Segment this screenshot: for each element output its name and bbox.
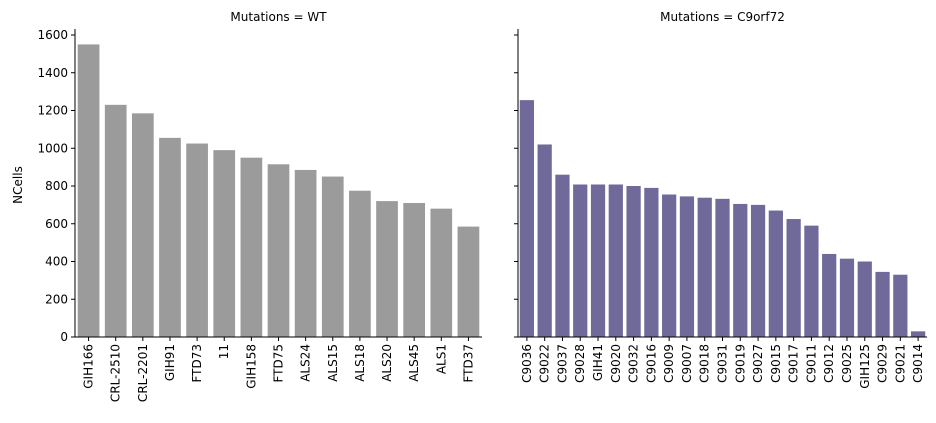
y-tick-label: 1600 [37,28,68,42]
x-tick-label: C9014 [911,344,925,383]
bar [839,258,855,337]
bar [186,143,208,337]
x-tick-label: CRL-2510 [109,344,123,402]
bar [662,194,677,337]
bar [403,202,426,337]
bar [537,144,552,337]
x-tick-label: C9017 [787,344,801,383]
x-tick-label: C9012 [822,344,836,383]
y-tick-label: 0 [60,330,68,344]
bar [679,196,695,337]
bar [131,113,154,337]
y-tick-label: 800 [45,179,68,193]
y-tick-label: 600 [45,217,68,231]
x-tick-label: C9028 [573,344,587,383]
y-tick-label: 1200 [37,104,68,118]
bar [267,164,290,337]
bar [430,208,453,337]
x-tick-label: C9029 [876,344,890,383]
x-tick-label: CRL-2201 [136,344,150,402]
x-tick-label: ALS15 [326,344,340,382]
x-tick-label: ALS20 [380,344,394,382]
bar [750,204,766,337]
x-tick-label: C9021 [893,344,907,383]
bar [77,44,100,337]
bar [519,100,535,338]
x-tick-label: C9025 [840,344,854,383]
x-tick-label: GIH158 [244,344,258,389]
x-tick-label: C9015 [769,344,783,383]
bar [644,187,659,337]
bar [294,169,317,337]
x-tick-label: ALS45 [407,344,421,382]
x-tick-label: FTD75 [272,344,286,383]
x-tick-label: ALS18 [353,344,367,382]
y-tick-label: 400 [45,255,68,269]
bar [715,198,730,337]
bar [240,157,263,337]
x-tick-label: C9037 [555,344,569,383]
bar [590,184,606,337]
facet-panels: Mutations = WT GIH166 CRL-2510 CRL-2201 GIH9… [37,10,927,402]
x-tick-label: C9007 [680,344,694,383]
x-tick-label: C9032 [627,344,641,383]
bar [875,271,890,337]
bar [786,219,801,337]
y-axis-label: NCells [11,166,25,204]
x-tick-label: 11 [217,344,231,359]
x-tick-label: C9018 [698,344,712,383]
y-tick-label: 200 [45,292,68,306]
x-tick-label: C9031 [716,344,730,383]
x-tick-label: C9019 [733,344,747,383]
x-tick-label: C9022 [538,344,552,383]
x-tick-label: FTD73 [190,344,204,383]
panel-title: Mutations = WT [230,10,327,24]
bar [349,190,371,337]
bar [213,150,236,337]
bar [376,201,398,337]
bar [822,253,837,337]
x-tick-label: ALS24 [299,344,313,382]
x-tick-label: C9020 [609,344,623,383]
bar [573,184,588,337]
y-tick-label: 1000 [37,141,68,155]
x-tick-label: GIH125 [858,344,872,389]
bar [804,225,819,337]
x-tick-label: GIH91 [163,344,177,381]
facet-panel-1: Mutations = WT GIH166 CRL-2510 CRL-2201 GIH9… [37,10,482,402]
x-tick-label: C9027 [751,344,765,383]
x-tick-label: C9009 [662,344,676,383]
bar [857,261,872,337]
x-tick-label: GIH41 [591,344,605,381]
bar [457,226,480,337]
bar [626,186,641,337]
bar [910,331,926,337]
x-tick-label: ALS1 [434,344,448,374]
bar [768,210,783,337]
bar [697,197,712,337]
x-tick-label: C9011 [804,344,818,383]
bar [608,184,623,337]
bar [555,174,570,337]
x-tick-label: GIH166 [82,344,96,389]
bar [104,104,127,338]
y-tick-label: 1400 [37,66,68,80]
bar [321,176,344,337]
x-tick-label: C9036 [520,344,534,383]
bar [159,137,181,337]
x-tick-label: FTD37 [461,344,475,383]
x-tick-label: C9016 [644,344,658,383]
bar [893,274,908,337]
panel-title: Mutations = C9orf72 [660,10,785,24]
facet-panel-2: Mutations = C9orf72 C9036 C9022 C9037 C9028 G… [514,10,927,389]
bar [733,203,748,337]
